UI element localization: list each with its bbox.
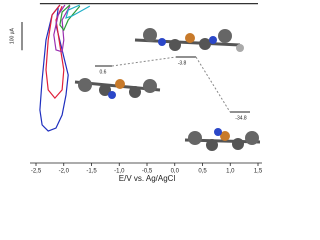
x-tick-label: -0,5 bbox=[142, 169, 153, 175]
x-tick-label: -2,0 bbox=[59, 169, 70, 175]
molecule-bottom bbox=[184, 128, 261, 151]
x-axis-label: E/V vs. Ag/AgCl bbox=[119, 174, 176, 183]
cv-curve bbox=[65, 4, 91, 19]
molecule-middle bbox=[74, 78, 161, 99]
level-label: 0.6 bbox=[100, 69, 107, 75]
chart: E/V vs. Ag/AgCl 0.6 -3.8 -34.8 -2,5 -2,0 -… bbox=[9, 3, 263, 183]
level-label: -34.8 bbox=[235, 115, 247, 121]
cv-curve bbox=[59, 4, 81, 32]
molecule-top bbox=[134, 28, 244, 52]
x-tick-label: 0,5 bbox=[198, 169, 207, 175]
x-tick-label: -1,0 bbox=[114, 169, 125, 175]
x-tick-label: -2,5 bbox=[31, 169, 42, 175]
cv-curve bbox=[45, 4, 65, 100]
x-tick-label: -1,5 bbox=[86, 169, 97, 175]
level-label: -3.8 bbox=[178, 60, 187, 66]
x-tick-label: 1,5 bbox=[254, 169, 263, 175]
level-connector bbox=[111, 56, 177, 67]
level-connector bbox=[195, 56, 231, 113]
scale-bar-label: 100 µA bbox=[9, 27, 15, 44]
cv-curve bbox=[53, 4, 71, 53]
x-tick-label: 0,0 bbox=[171, 169, 180, 175]
x-tick-label: 1,0 bbox=[226, 169, 235, 175]
cv-curve bbox=[39, 4, 69, 132]
